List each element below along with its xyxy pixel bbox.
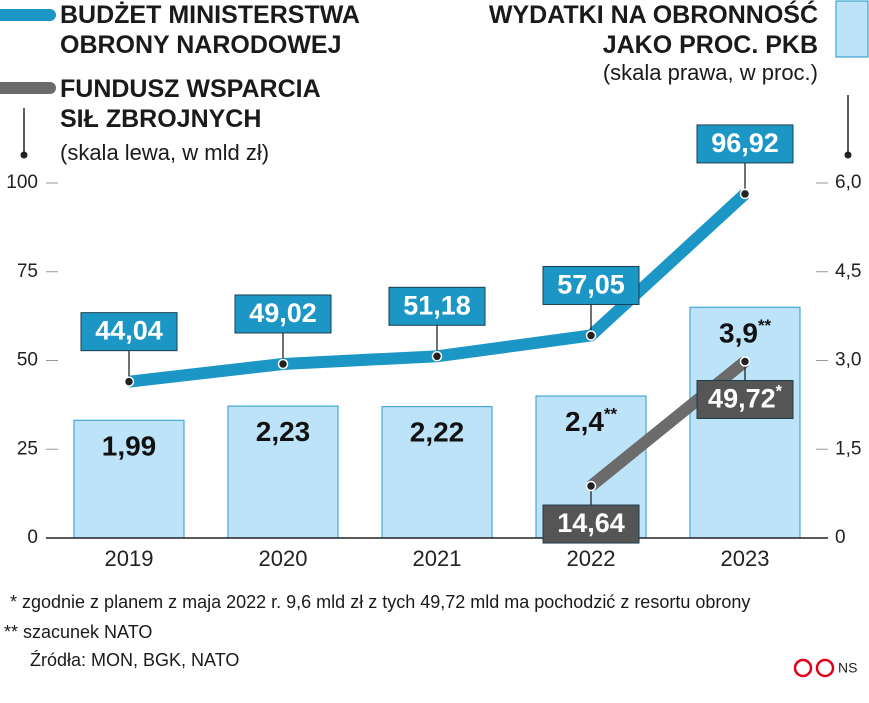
axis-decoration (20, 151, 28, 159)
legend-entry: WYDATKI NA OBRONNOŚĆ JAKO PROC. PKB (488, 1, 818, 59)
axis-note: (skala prawa, w proc.) (602, 60, 818, 85)
y-tick-label: 100 (6, 172, 38, 193)
bar-value-label: 3,9** (719, 316, 771, 348)
value-label-box (80, 312, 178, 352)
point (431, 351, 443, 362)
footnote: * zgodnie z planem z maja 2022 r. 9,6 ml… (10, 592, 751, 612)
point (277, 358, 289, 370)
value-label-box (696, 379, 794, 419)
y2-tick-label: 0 (835, 527, 846, 548)
source: Źródła: MON, BGK, NATO (30, 650, 240, 670)
value-label: 49,02 (249, 298, 317, 328)
value-label: 51,18 (403, 290, 471, 320)
bar-value-label: 2,22 (410, 417, 465, 448)
y-tick-label: 0 (27, 527, 38, 548)
x-tick-label: 2023 (721, 546, 770, 571)
value-label-box (696, 124, 794, 164)
point (585, 330, 597, 341)
value-label-box (542, 265, 640, 305)
legend-entry: FUNDUSZ WSPARCIA SIŁ ZBROJNYCH (60, 75, 320, 133)
y2-tick-label: 6,0 (835, 172, 861, 193)
axis-note: (skala lewa, w mld zł) (60, 140, 270, 165)
bar-value-label: 1,99 (102, 431, 157, 462)
bar-value-label: 2,23 (256, 416, 311, 447)
credit: NS (838, 660, 857, 676)
bar (73, 419, 185, 539)
point (739, 188, 751, 200)
logo (793, 658, 813, 678)
y-tick-label: 50 (17, 350, 38, 371)
footnote: ** szacunek NATO (4, 622, 153, 642)
x-tick-label: 2021 (413, 546, 462, 571)
value-label: 44,04 (95, 316, 163, 346)
bar (381, 406, 493, 539)
y2-tick-label: 1,5 (835, 438, 861, 459)
y-tick-label: 25 (17, 438, 38, 459)
value-label: 57,05 (557, 270, 625, 300)
value-label: 49,72* (708, 383, 783, 414)
point (739, 356, 751, 367)
legend-swatch (835, 0, 869, 58)
axis-decoration (844, 151, 852, 159)
value-label: 96,92 (711, 128, 779, 158)
logo (815, 658, 835, 678)
y2-tick-label: 4,5 (835, 261, 861, 282)
x-tick-label: 2020 (259, 546, 308, 571)
x-tick-label: 2019 (105, 546, 154, 571)
legend-entry: BUDŻET MINISTERSTWA OBRONY NARODOWEJ (60, 1, 360, 59)
y2-tick-label: 3,0 (835, 350, 861, 371)
point (585, 480, 597, 492)
point (123, 376, 135, 387)
x-tick-label: 2022 (567, 546, 616, 571)
bar (227, 405, 339, 539)
value-label: 14,64 (557, 508, 625, 538)
y-tick-label: 75 (17, 261, 38, 282)
value-label-box (234, 294, 332, 334)
bar-value-label: 2,4** (565, 405, 617, 437)
value-label-box (388, 286, 486, 326)
bar (689, 306, 801, 539)
value-label-box (542, 504, 640, 544)
